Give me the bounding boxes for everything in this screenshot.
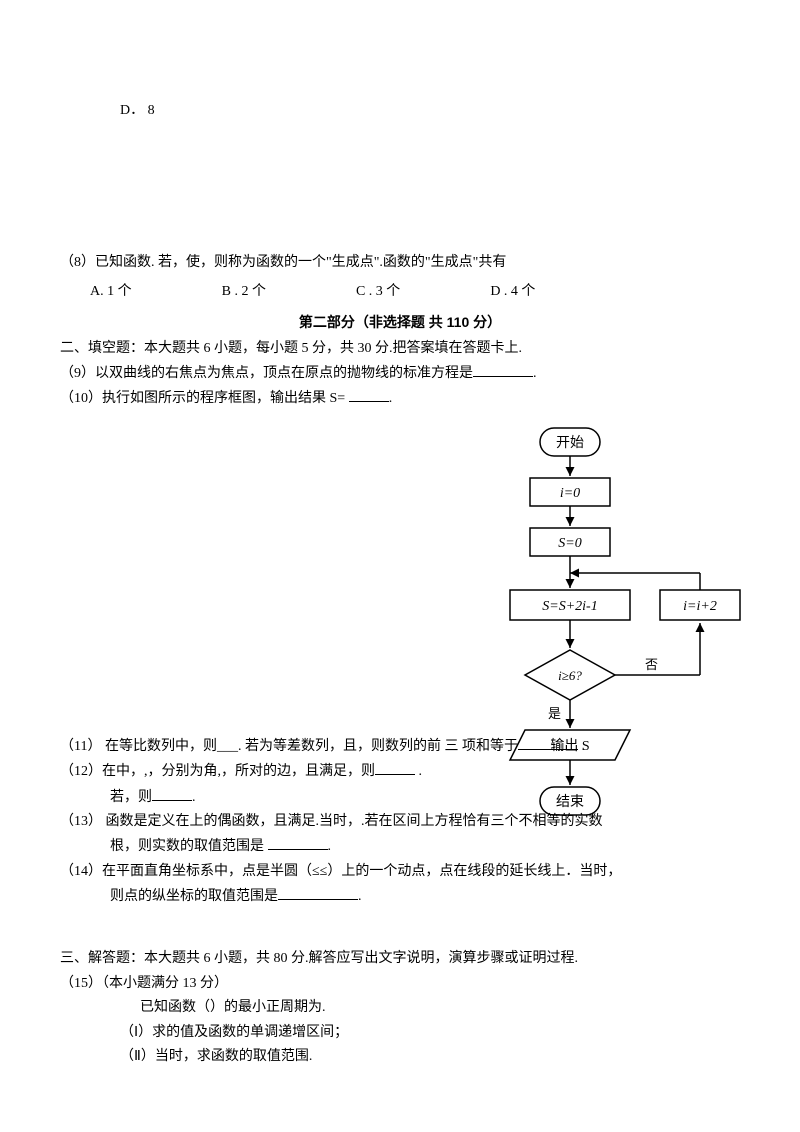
q9-text: （9）以双曲线的右焦点为焦点，顶点在原点的抛物线的标准方程是 [60,366,473,381]
section-2-title: 第二部分（非选择题 共 110 分） [60,311,740,333]
flow-update-i: i=i+2 [683,599,717,614]
flow-end: 结束 [556,794,584,810]
q12a-blank [375,760,415,775]
question-14b: 则点的纵坐标的取值范围是. [110,885,740,908]
q14b-text: 则点的纵坐标的取值范围是 [110,889,278,904]
question-10: （10）执行如图所示的程序框图，输出结果 S= . [60,387,740,410]
q13b-text: 根，则实数的取值范围是 [110,839,268,854]
question-8-options: A. 1 个 B . 2 个 C . 3 个 D . 4 个 [90,281,740,303]
q8-opt-c: C . 3 个 [356,281,400,303]
question-15-line4: （Ⅱ）当时，求函数的取值范围. [120,1046,740,1068]
question-15-line3: （Ⅰ）求的值及函数的单调递增区间； [120,1022,740,1044]
q8-opt-a: A. 1 个 [90,281,132,303]
answer-option-d: D． 8 [120,100,740,122]
question-14: （14）在平面直角坐标系中，点是半圆（≤≤）上的一个动点，点在线段的延长线上．当… [60,861,740,883]
part2-instructions: 二、填空题：本大题共 6 小题，每小题 5 分，共 30 分.把答案填在答题卡上… [60,338,740,360]
q9-blank [473,362,533,377]
flowchart-diagram: 开始 i=0 S=0 S=S+2i-1 i=i+2 [430,423,760,843]
flow-output: 输出 S [550,738,589,754]
q8-opt-b: B . 2 个 [222,281,266,303]
flow-init-i: i=0 [560,486,580,501]
q8-opt-d: D . 4 个 [490,281,535,303]
q10-text: （10）执行如图所示的程序框图，输出结果 S= [60,391,349,406]
q14-blank [278,885,358,900]
question-8-text: （8）已知函数. 若，使，则称为函数的一个"生成点".函数的"生成点"共有 [60,252,740,274]
question-15-line2: 已知函数（）的最小正周期为. [140,997,740,1019]
q12b-blank [152,786,192,801]
flow-init-s: S=0 [558,536,581,551]
flow-no-label: 否 [645,657,658,672]
flow-cond: i≥6? [558,668,582,683]
question-9: （9）以双曲线的右焦点为焦点，顶点在原点的抛物线的标准方程是. [60,362,740,385]
flow-yes-label: 是 [548,706,561,721]
q13-blank [268,835,328,850]
q12b-text: 若，则 [110,790,152,805]
q10-blank [349,387,389,402]
part3-instructions: 三、解答题：本大题共 6 小题，共 80 分.解答应写出文字说明，演算步骤或证明… [60,948,740,970]
question-15-line1: （15）（本小题满分 13 分） [60,973,740,995]
flow-update-s: S=S+2i-1 [542,599,597,614]
flow-start: 开始 [556,435,584,451]
q12a-text: （12）在中，,，分别为角,，所对的边，且满足，则 [60,764,375,779]
